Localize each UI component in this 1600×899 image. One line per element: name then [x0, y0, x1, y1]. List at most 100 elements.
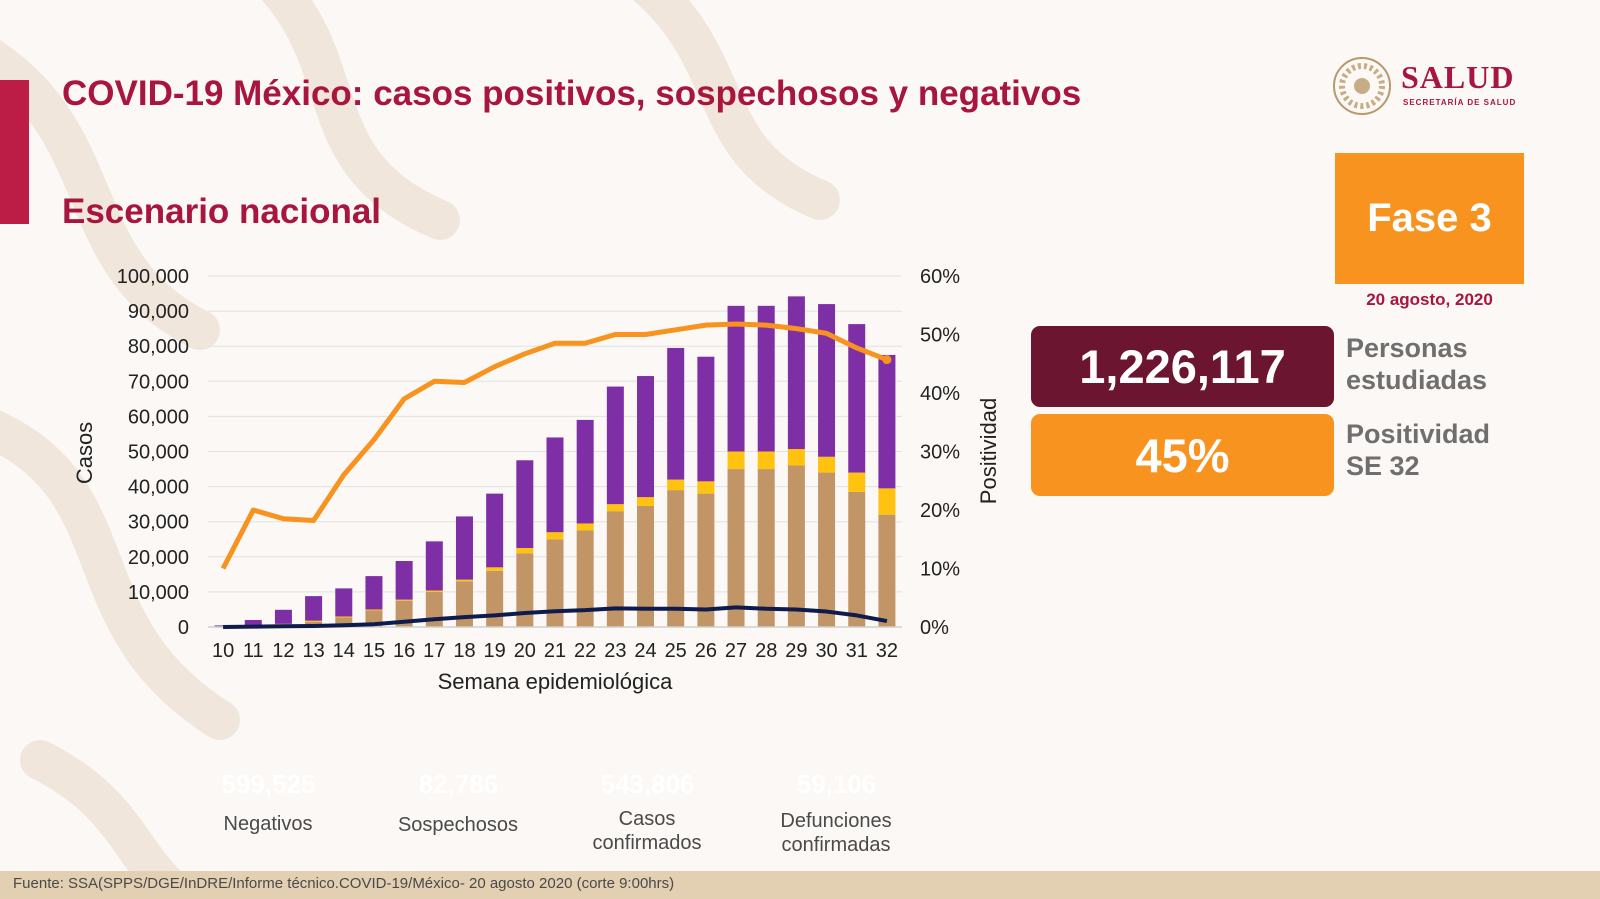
- phase-badge: Fase 3: [1335, 153, 1524, 284]
- bar-sospechosos: [637, 497, 655, 506]
- bar-negativos: [365, 576, 383, 610]
- positivity-label: Positividad SE 32: [1346, 418, 1490, 482]
- y2-tick-label: 40%: [920, 383, 960, 405]
- bar-negativos: [425, 541, 443, 591]
- y2-tick-label: 0%: [920, 617, 949, 639]
- bar-confirmados: [818, 472, 836, 627]
- bar-sospechosos: [848, 472, 866, 492]
- bar-negativos: [576, 419, 594, 524]
- x-tick-label: 29: [785, 640, 807, 662]
- x-tick-label: 19: [484, 640, 506, 662]
- bar-confirmados: [576, 530, 594, 627]
- bar-confirmados: [546, 539, 564, 627]
- cases-chart: 0 10,000 20,000 30,000 40,000 50,000 60,000 70,…: [72, 266, 1001, 694]
- x-tick-label: 24: [634, 640, 656, 662]
- bar-sospechosos: [274, 623, 292, 625]
- x-tick-label: 14: [333, 640, 355, 662]
- bar-negativos: [395, 561, 413, 600]
- legend-label-line: confirmados: [592, 832, 702, 854]
- x-tick-label: 28: [755, 640, 777, 662]
- y-tick-label: 90,000: [128, 301, 189, 323]
- bar-confirmados: [637, 505, 655, 627]
- x-tick-label: 25: [665, 640, 687, 662]
- bar-sospechosos: [697, 481, 715, 494]
- line-defunciones: [223, 605, 888, 629]
- x-tick-label: 23: [604, 640, 626, 662]
- y-tick-label: 10,000: [128, 582, 189, 604]
- x-tick-label: 26: [695, 640, 717, 662]
- y2-tick-label: 30%: [920, 442, 960, 464]
- bar-confirmados: [878, 514, 896, 627]
- bar-confirmados: [787, 465, 805, 627]
- bar-negativos: [335, 588, 353, 617]
- y-tick-label: 70,000: [128, 371, 189, 393]
- x-tick-label: 21: [544, 640, 566, 662]
- bar-negativos: [848, 324, 866, 473]
- accent-bar: [0, 80, 29, 224]
- salud-logo: SALUD SECRETARÍA DE SALUD: [1331, 55, 1521, 115]
- legend-label-line: Casos: [618, 808, 676, 830]
- bar-confirmados: [667, 490, 685, 627]
- bar-confirmados: [727, 469, 745, 627]
- bar-confirmados: [606, 511, 624, 627]
- bar-confirmados: [455, 581, 473, 627]
- positivity-value: 45%: [1031, 414, 1334, 496]
- bar-sospechosos: [425, 590, 443, 592]
- y2-tick-label: 20%: [920, 500, 960, 522]
- x-tick-label: 13: [302, 640, 324, 662]
- bar-sospechosos: [335, 616, 353, 618]
- bar-sospechosos: [365, 609, 383, 611]
- bar-negativos: [516, 460, 534, 549]
- bar-negativos: [637, 376, 655, 498]
- legend-defunciones-label: Defunciones confirmadas: [736, 809, 936, 857]
- bar-sospechosos: [395, 599, 413, 601]
- bar-sospechosos: [727, 451, 745, 470]
- bar-negativos: [606, 386, 624, 505]
- bar-negativos: [546, 437, 564, 533]
- legend-label-line: Defunciones: [780, 810, 892, 832]
- y2-axis-title: Positividad: [976, 398, 1001, 504]
- bar-confirmados: [335, 617, 353, 627]
- legend-confirmados-value: 543,806: [600, 768, 695, 799]
- source-footer: Fuente: SSA(SPPS/DGE/InDRE/Informe técni…: [0, 871, 1600, 899]
- bar-sospechosos: [787, 449, 805, 466]
- legend-confirmados-label: Casos confirmados: [547, 807, 747, 855]
- y-tick-label: 80,000: [128, 336, 189, 358]
- line-positividad: [220, 321, 888, 570]
- source-text: Fuente: SSA(SPPS/DGE/InDRE/Informe técni…: [13, 875, 675, 892]
- bar-negativos: [305, 596, 323, 621]
- positivity-label-line-1: Positividad: [1346, 419, 1491, 449]
- legend-defunciones-value: 59,106: [796, 768, 877, 799]
- x-tick-label: 20: [514, 640, 536, 662]
- bar-negativos: [878, 354, 896, 489]
- bar-confirmados: [486, 570, 504, 627]
- y2-tick-label: 60%: [920, 266, 960, 288]
- x-tick-label: 12: [272, 640, 294, 662]
- legend-negativos-label: Negativos: [168, 812, 368, 836]
- legend-negativos-value: 599,525: [221, 768, 316, 799]
- legend-sospechosos-value: 82,786: [418, 768, 499, 799]
- legend-label-line: Sospechosos: [397, 814, 519, 836]
- y-tick-label: 20,000: [128, 547, 189, 569]
- y-tick-label: 100,000: [117, 266, 189, 288]
- page-title: COVID-19 México: casos positivos, sospec…: [62, 74, 1082, 113]
- positividad-end-marker: [882, 355, 892, 365]
- x-tick-label: 15: [363, 640, 385, 662]
- x-tick-label: 16: [393, 640, 415, 662]
- bar-sospechosos: [546, 532, 564, 540]
- legend-label-line: confirmadas: [781, 834, 891, 856]
- bar-negativos: [455, 516, 473, 580]
- bar-sospechosos: [576, 523, 594, 531]
- bar-sospechosos: [757, 451, 775, 470]
- bar-confirmados: [757, 469, 775, 627]
- y-tick-label: 30,000: [128, 512, 189, 534]
- bar-negativos: [818, 304, 836, 457]
- x-tick-label: 17: [423, 640, 445, 662]
- y-tick-label: 0: [178, 617, 189, 639]
- y2-tick-label: 10%: [920, 559, 960, 581]
- x-tick-label: 11: [243, 640, 264, 662]
- bar-negativos: [757, 305, 775, 452]
- bar-sospechosos: [878, 488, 896, 515]
- x-axis-title: Semana epidemiológica: [438, 669, 674, 694]
